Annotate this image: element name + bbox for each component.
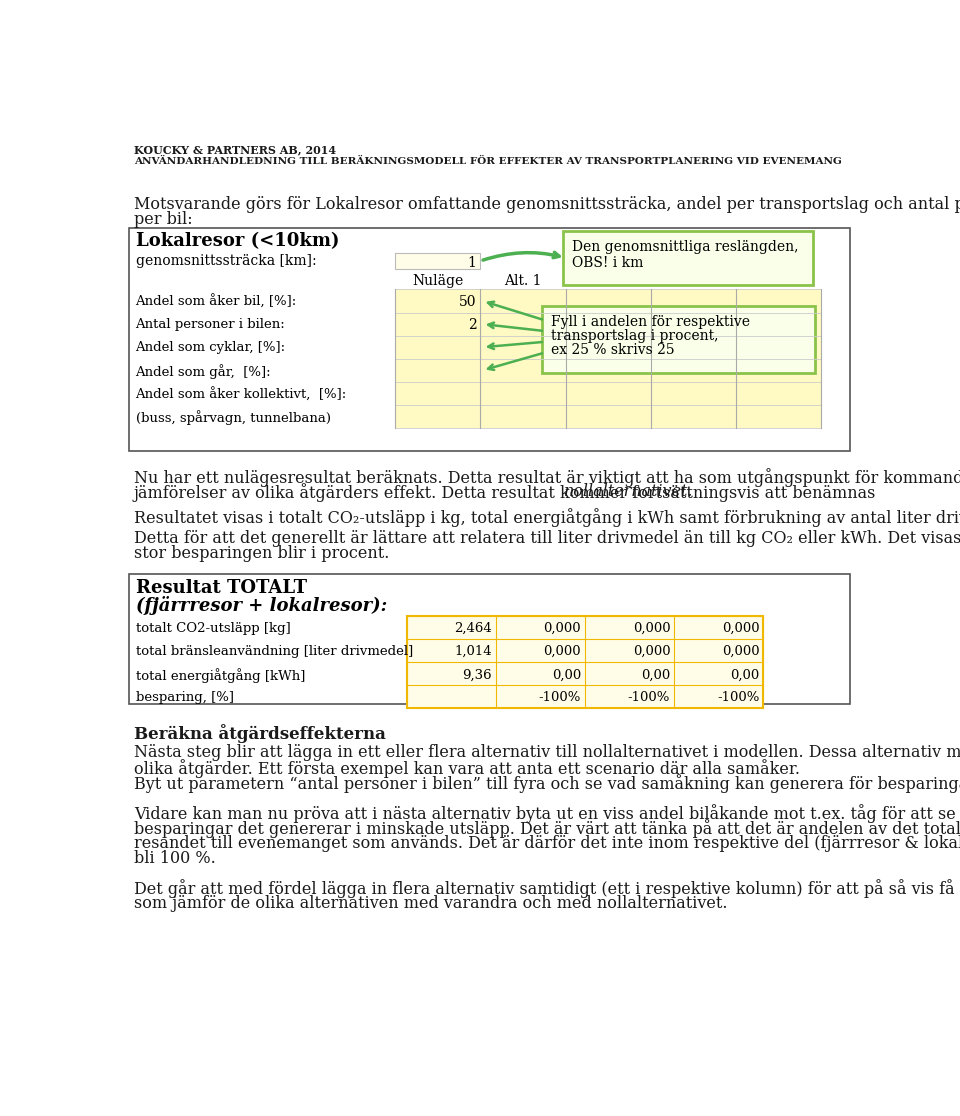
Text: Detta för att det generellt är lättare att relatera till liter drivmedel än till: Detta för att det generellt är lättare a… — [134, 530, 960, 547]
Text: besparingar det genererar i minskade utsläpp. Det är värt att tänka på att det ä: besparingar det genererar i minskade uts… — [134, 819, 960, 838]
FancyBboxPatch shape — [563, 231, 813, 285]
FancyBboxPatch shape — [396, 252, 480, 269]
Text: Det går att med fördel lägga in flera alternativ samtidigt (ett i respektive kol: Det går att med fördel lägga in flera al… — [134, 879, 960, 898]
Text: ANVÄNDARHANDLEDNING TILL BERÄKNINGSMODELL FÖR EFFEKTER AV TRANSPORTPLANERING VID: ANVÄNDARHANDLEDNING TILL BERÄKNINGSMODEL… — [134, 157, 842, 166]
Text: 2,464: 2,464 — [454, 622, 492, 635]
Text: total bränsleanvändning [liter drivmedel]: total bränsleanvändning [liter drivmedel… — [135, 645, 413, 658]
Text: 0,000: 0,000 — [633, 645, 670, 658]
Text: Lokalresor (<10km): Lokalresor (<10km) — [135, 232, 339, 250]
Text: Andel som cyklar, [%]:: Andel som cyklar, [%]: — [135, 341, 286, 354]
FancyBboxPatch shape — [407, 616, 763, 709]
Text: 2: 2 — [468, 318, 476, 331]
Text: besparing, [%]: besparing, [%] — [135, 692, 233, 704]
Text: Antal personer i bilen:: Antal personer i bilen: — [135, 318, 285, 331]
Text: Vidare kan man nu pröva att i nästa alternativ byta ut en viss andel bilåkande m: Vidare kan man nu pröva att i nästa alte… — [134, 804, 960, 822]
Text: 50: 50 — [459, 295, 476, 309]
Text: transportslag i procent,: transportslag i procent, — [551, 329, 718, 343]
Text: Byt ut parametern “antal personer i bilen” till fyra och se vad samåkning kan ge: Byt ut parametern “antal personer i bile… — [134, 775, 960, 793]
Text: Andel som går,  [%]:: Andel som går, [%]: — [135, 364, 271, 379]
Text: 1: 1 — [468, 256, 476, 270]
Text: 0,00: 0,00 — [641, 668, 670, 681]
Text: stor besparingen blir i procent.: stor besparingen blir i procent. — [134, 545, 390, 562]
Text: Nuläge: Nuläge — [412, 275, 464, 288]
Text: genomsnittssträcka [km]:: genomsnittssträcka [km]: — [135, 254, 316, 268]
Text: -100%: -100% — [539, 692, 581, 704]
Text: Fyll i andelen för respektive: Fyll i andelen för respektive — [551, 315, 750, 329]
Text: ex 25 % skrivs 25: ex 25 % skrivs 25 — [551, 343, 675, 357]
Text: KOUCKY & PARTNERS AB, 2014: KOUCKY & PARTNERS AB, 2014 — [134, 145, 336, 156]
Text: Alt. 1: Alt. 1 — [504, 275, 541, 288]
Text: 0,000: 0,000 — [543, 645, 581, 658]
Text: nollalternativet.: nollalternativet. — [564, 483, 694, 500]
Text: (fjärrresor + lokalresor):: (fjärrresor + lokalresor): — [135, 596, 387, 615]
Text: Den genomsnittliga reslängden,: Den genomsnittliga reslängden, — [572, 240, 799, 254]
Text: olika åtgärder. Ett första exempel kan vara att anta ett scenario där alla samåk: olika åtgärder. Ett första exempel kan v… — [134, 759, 800, 778]
Text: 0,000: 0,000 — [722, 645, 759, 658]
Text: Resultatet visas i totalt CO₂-utsläpp i kg, total energiåtgång i kWh samt förbru: Resultatet visas i totalt CO₂-utsläpp i … — [134, 508, 960, 527]
Text: 9,36: 9,36 — [463, 668, 492, 681]
Text: bli 100 %.: bli 100 %. — [134, 850, 216, 867]
Text: Andel som åker kollektivt,  [%]:: Andel som åker kollektivt, [%]: — [135, 387, 347, 402]
Text: jämförelser av olika åtgärders effekt. Detta resultat kommer fortsättningsvis at: jämförelser av olika åtgärders effekt. D… — [134, 483, 881, 502]
Text: resandet till evenemanget som används. Det är därför det inte inom respektive de: resandet till evenemanget som används. D… — [134, 835, 960, 852]
Text: som jämför de olika alternativen med varandra och med nollalternativet.: som jämför de olika alternativen med var… — [134, 895, 728, 912]
Text: totalt CO2-utsläpp [kg]: totalt CO2-utsläpp [kg] — [135, 622, 290, 635]
FancyBboxPatch shape — [130, 228, 850, 451]
Text: 0,000: 0,000 — [633, 622, 670, 635]
Text: Beräkna åtgärdseffekterna: Beräkna åtgärdseffekterna — [134, 724, 386, 743]
FancyBboxPatch shape — [396, 289, 822, 429]
Text: Resultat TOTALT: Resultat TOTALT — [135, 579, 306, 597]
Text: (buss, spårvagn, tunnelbana): (buss, spårvagn, tunnelbana) — [135, 411, 330, 425]
Text: 0,000: 0,000 — [543, 622, 581, 635]
Text: Nu har ett nulägesresultat beräknats. Detta resultat är viktigt att ha som utgån: Nu har ett nulägesresultat beräknats. De… — [134, 468, 960, 487]
FancyBboxPatch shape — [130, 575, 850, 704]
Text: Motsvarande görs för Lokalresor omfattande genomsnittssträcka, andel per transpo: Motsvarande görs för Lokalresor omfattan… — [134, 195, 960, 212]
Text: 1,014: 1,014 — [454, 645, 492, 658]
Text: per bil:: per bil: — [134, 211, 193, 228]
FancyBboxPatch shape — [541, 306, 815, 374]
Text: 0,000: 0,000 — [722, 622, 759, 635]
Text: total energiåtgång [kWh]: total energiåtgång [kWh] — [135, 668, 305, 683]
Text: 0,00: 0,00 — [552, 668, 581, 681]
Text: Andel som åker bil, [%]:: Andel som åker bil, [%]: — [135, 295, 297, 309]
Text: -100%: -100% — [717, 692, 759, 704]
Text: -100%: -100% — [628, 692, 670, 704]
Text: 0,00: 0,00 — [731, 668, 759, 681]
Text: Nästa steg blir att lägga in ett eller flera alternativ till nollalternativet i : Nästa steg blir att lägga in ett eller f… — [134, 743, 960, 761]
Text: OBS! i km: OBS! i km — [572, 256, 643, 270]
